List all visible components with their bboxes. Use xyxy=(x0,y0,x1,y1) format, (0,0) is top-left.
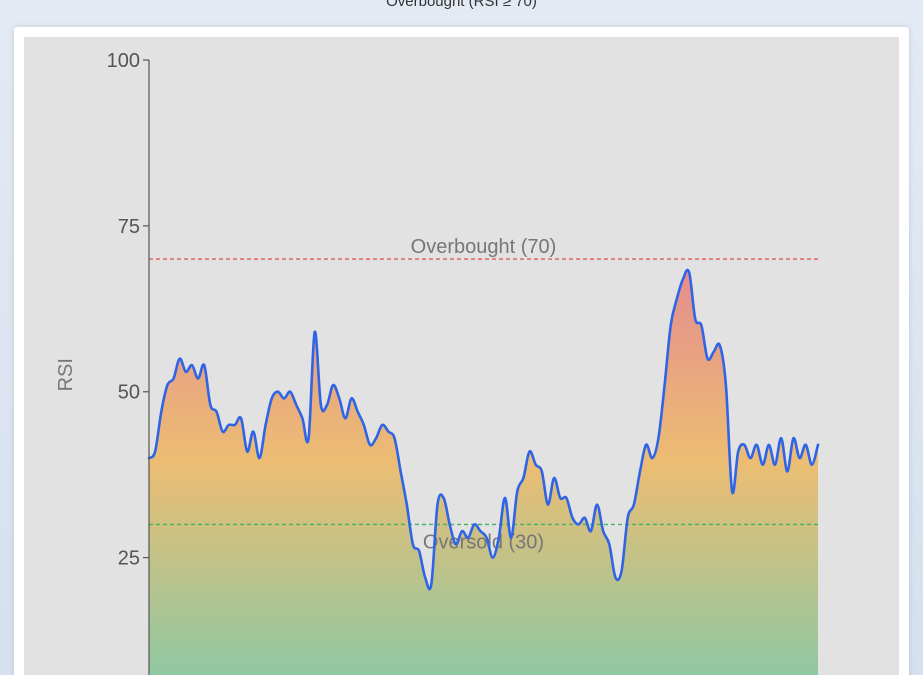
chart-card: Overbought (70) Oversold (30) 25 50 75 100 RS… xyxy=(14,27,909,675)
chart-caption: Overbought (RSI ≥ 70) xyxy=(386,0,537,10)
y-tick-label-100: 100 xyxy=(107,50,140,72)
reference-label-70: Overbought (70) xyxy=(411,236,557,258)
y-axis-label: RSI xyxy=(55,358,77,391)
rsi-area-fill xyxy=(149,269,818,675)
y-tick-label-75: 75 xyxy=(118,216,140,238)
y-tick-label-50: 50 xyxy=(118,382,140,404)
rsi-chart: Overbought (70)Oversold (30) 255075100RS… xyxy=(24,37,899,675)
rsi-line xyxy=(147,268,820,591)
y-tick-label-25: 25 xyxy=(118,548,140,570)
